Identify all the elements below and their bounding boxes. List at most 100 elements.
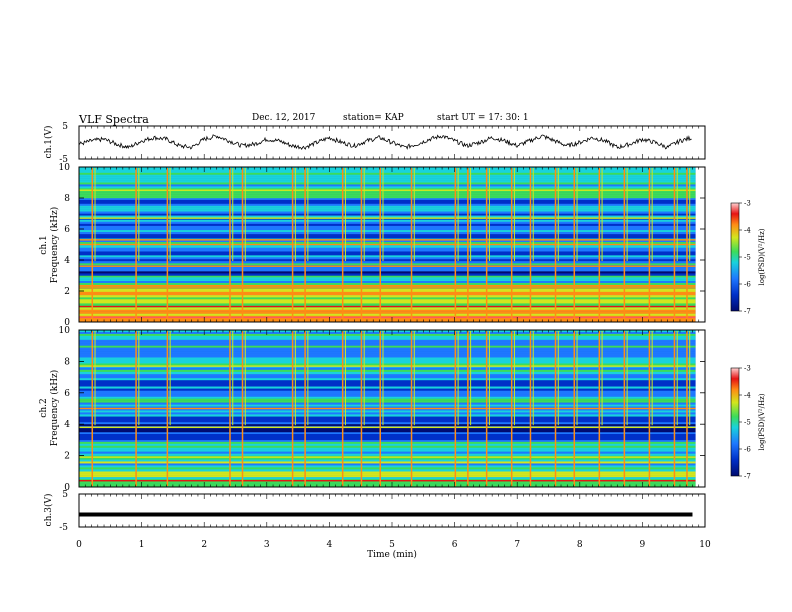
spectrogram-band [79,309,696,312]
spectrogram-band [79,213,696,216]
sferic-burst [513,168,515,261]
sferic-burst [307,331,309,426]
spectrogram-band [79,205,696,208]
spectrogram-band [79,378,696,381]
sferic-burst [529,168,532,321]
spectrogram-band [79,178,696,181]
sferic-burst [470,168,472,261]
spectrogram-band [79,331,696,335]
sferic-burst [676,331,678,426]
spectral-line [79,365,696,367]
colorbar-tick-label: -4 [744,392,751,400]
spectrogram-band [79,307,696,310]
station-label: station= KAP [343,113,404,123]
spectrogram-band [79,297,696,300]
spectrogram-band [79,232,696,235]
spectrogram-band [79,481,696,484]
sferic-burst [169,331,171,426]
sferic-burst [488,331,490,426]
spectrogram-band [79,295,696,298]
sferic-burst [341,331,344,486]
y-tick-label: 2 [64,287,70,297]
spectrogram-band [79,384,696,387]
spectrogram-band [79,404,696,407]
spectrogram-band [79,357,696,360]
sferic-burst [241,168,244,321]
colorbar-tick-label: -5 [744,254,751,262]
start-time-label: start UT = 17: 30: 1 [437,113,529,123]
spectrogram-band [79,483,696,486]
sferic-burst [467,331,469,486]
spectrogram-band [79,230,696,233]
sferic-burst [94,168,96,261]
spectrogram-band [79,339,696,342]
spectrogram-band [79,441,696,445]
spectrogram-band [79,361,696,364]
sferic-burst [291,331,294,486]
x-tick-label: 2 [201,540,207,550]
spectrogram-band [79,170,696,174]
spectrogram-band [79,408,696,411]
spectrogram-band [79,257,696,260]
sferic-burst [673,168,676,321]
spectrogram-band [79,242,696,245]
spectrogram-band [79,396,696,399]
sferic-burst [413,168,415,261]
sferic-burst [510,331,513,486]
sferic-burst [241,331,244,486]
spectrogram-band [79,355,696,358]
spectrogram-band [79,410,696,413]
spectrogram-band [79,225,696,229]
spectrogram-band [79,227,696,231]
sferic-burst [232,331,234,426]
spectrogram-band [79,369,696,373]
spectrogram-band [79,406,696,409]
spectrogram-band [79,182,696,185]
spectrogram-band [79,240,696,243]
spectrogram-band [79,301,696,304]
spectrogram-band [79,447,696,450]
ch2-colorbar [730,367,740,477]
spectrogram-band [79,437,696,441]
spectrogram-band [79,367,696,370]
sferic-burst [307,168,309,261]
spectrogram-band [79,390,696,393]
sferic-burst [135,168,137,321]
spectrogram-band [79,282,696,285]
x-axis-label: Time (min) [367,549,417,560]
spectrogram-band [79,198,696,201]
sferic-burst [382,331,384,426]
ch1-spectrogram-ylabel-a: ch.1 [39,235,49,254]
x-tick-label: 5 [389,540,395,550]
ch1-waveform-ylabel: ch.1(V) [43,126,54,159]
sferic-burst [532,331,534,426]
spectrogram-band [79,371,696,375]
spectrogram-band [79,333,696,337]
ch1-waveform [78,134,692,150]
spectrogram-band [79,293,696,296]
spectrogram-band [79,335,696,339]
y-tick-label: 8 [64,357,70,367]
spectrogram-band [79,174,696,177]
y-tick-label: 4 [64,420,70,430]
spectrogram-band [79,234,696,237]
colorbar-tick-label: -7 [744,473,751,481]
sferic-burst [626,331,628,426]
spectrogram-band [79,485,696,488]
spectrogram-band [79,330,696,333]
spectral-line [79,243,696,246]
spectrogram-band [79,453,696,456]
spectrogram-band [79,215,696,218]
spectrogram-band [79,271,696,274]
x-tick-label: 8 [577,540,583,550]
sferic-burst [410,331,413,486]
sferic-burst [91,168,94,321]
spectrogram-band [79,459,696,462]
spectrogram-band [79,461,696,464]
spectrogram-band [79,418,696,421]
spectrogram-band [79,299,696,302]
ch2-spectrogram-ylabel-b: Frequency (kHz) [49,370,60,447]
spectrogram-band [79,203,696,206]
colorbar-tick-label: -5 [744,419,751,427]
